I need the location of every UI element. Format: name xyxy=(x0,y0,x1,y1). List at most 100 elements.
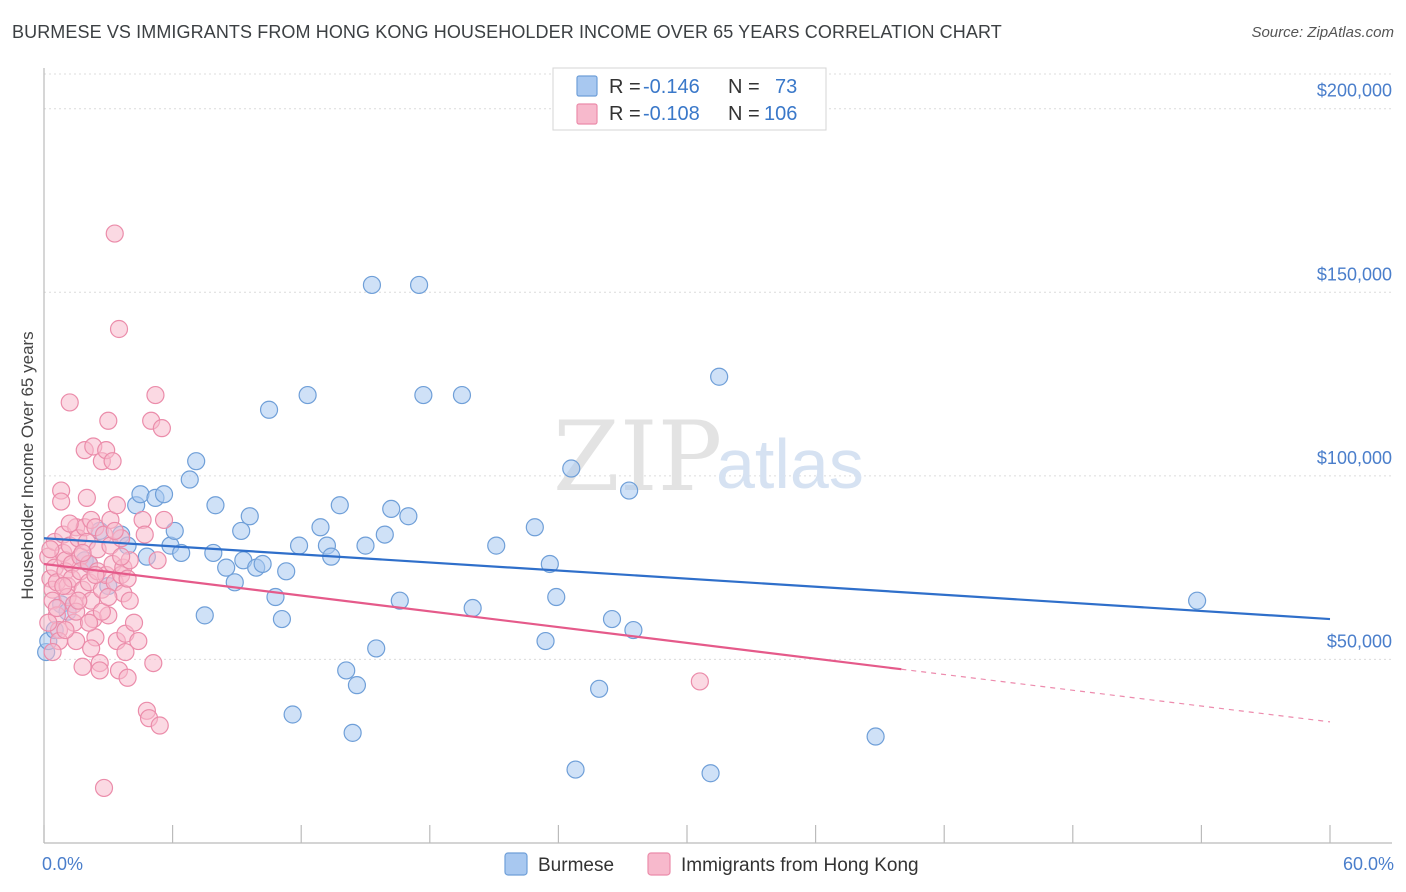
point-burmese xyxy=(624,620,643,640)
point-burmese xyxy=(272,609,292,629)
stats-box: R = -0.146 N = 73 R = -0.108 N = 106 xyxy=(552,67,827,131)
chart-source: Source: ZipAtlas.com xyxy=(1251,24,1394,41)
point-burmese xyxy=(525,518,544,537)
trend-line-burmese xyxy=(43,537,1331,621)
point-burmese xyxy=(367,639,386,658)
point-hk xyxy=(73,543,92,563)
stats-r-value-hk: -0.108 xyxy=(643,103,700,125)
x-tick-label-max: 60.0% xyxy=(1343,854,1394,874)
point-burmese xyxy=(590,679,609,698)
legend: Burmese Immigrants from Hong Kong xyxy=(504,852,919,876)
point-burmese xyxy=(710,367,729,386)
trend-line-extension-hk xyxy=(901,668,1331,723)
point-burmese xyxy=(240,507,259,526)
point-hk xyxy=(47,598,66,618)
point-burmese xyxy=(298,385,317,405)
trend-layer xyxy=(43,537,1331,723)
point-hk xyxy=(94,778,114,798)
point-burmese xyxy=(343,723,362,742)
point-hk xyxy=(112,547,131,566)
stats-box-frame xyxy=(552,67,827,131)
point-hk xyxy=(120,591,139,610)
x-tick-label-min: 0.0% xyxy=(42,854,83,874)
point-burmese xyxy=(356,536,375,555)
legend-label-hk: Immigrants from Hong Kong xyxy=(681,855,919,876)
point-burmese xyxy=(701,764,720,783)
legend-swatch-burmese xyxy=(504,852,528,876)
point-burmese xyxy=(409,275,429,295)
point-burmese xyxy=(375,525,394,544)
point-hk xyxy=(54,576,73,596)
stats-n-label-hk: N = xyxy=(728,103,760,125)
point-burmese xyxy=(547,587,566,607)
point-burmese xyxy=(362,275,382,295)
y-tick-label: $200,000 xyxy=(1317,81,1392,101)
watermark: ZIP atlas xyxy=(553,401,864,513)
point-burmese xyxy=(154,485,174,504)
point-hk xyxy=(77,488,96,507)
label-layer: $50,000 $100,000 $150,000 $200,000 0.0% 60.0%… xyxy=(18,81,1394,874)
point-burmese xyxy=(289,536,309,555)
stats-n-label-burmese: N = xyxy=(728,76,760,98)
point-hk xyxy=(56,620,75,640)
point-burmese xyxy=(172,543,191,563)
point-hk xyxy=(107,496,126,515)
point-burmese xyxy=(311,518,330,537)
legend-swatch-hk xyxy=(647,852,671,876)
axis-layer xyxy=(43,68,1392,844)
point-hk xyxy=(150,716,169,735)
point-hk xyxy=(79,613,99,632)
stats-n-value-burmese: 73 xyxy=(775,76,797,98)
point-burmese xyxy=(382,499,401,518)
point-hk xyxy=(60,393,79,412)
point-burmese xyxy=(330,496,349,515)
point-hk xyxy=(73,657,92,676)
point-burmese xyxy=(283,705,302,724)
point-hk xyxy=(146,385,165,405)
point-burmese xyxy=(452,385,472,405)
points-layer xyxy=(37,224,1207,798)
point-hk xyxy=(152,419,171,438)
point-burmese xyxy=(204,543,223,563)
stats-r-label-burmese: R = xyxy=(609,76,641,98)
point-burmese xyxy=(180,470,199,489)
stats-r-value-burmese: -0.146 xyxy=(643,76,700,98)
chart-title: BURMESE VS IMMIGRANTS FROM HONG KONG HOU… xyxy=(12,22,1002,42)
point-hk xyxy=(118,668,137,687)
point-burmese xyxy=(620,481,639,500)
stats-swatch-hk xyxy=(576,103,598,125)
y-axis-title: Householder Income Over 65 years xyxy=(18,331,37,599)
point-burmese xyxy=(347,676,367,695)
point-burmese xyxy=(277,562,296,581)
legend-label-burmese: Burmese xyxy=(538,855,614,876)
point-burmese xyxy=(253,554,272,574)
point-hk xyxy=(43,642,62,662)
point-hk xyxy=(109,319,129,339)
point-burmese xyxy=(866,727,885,746)
point-burmese xyxy=(1188,591,1207,610)
point-burmese xyxy=(337,661,356,680)
point-hk xyxy=(90,661,109,680)
point-burmese xyxy=(232,521,251,541)
point-burmese xyxy=(562,459,581,478)
point-hk xyxy=(103,452,122,471)
point-hk xyxy=(99,587,118,607)
point-burmese xyxy=(206,496,225,515)
point-burmese xyxy=(187,452,206,471)
point-burmese xyxy=(487,536,506,555)
grid-layer xyxy=(44,73,1392,660)
point-hk xyxy=(154,510,174,530)
point-burmese xyxy=(536,631,555,651)
y-tick-label: $100,000 xyxy=(1317,448,1392,468)
point-hk xyxy=(124,613,144,632)
point-burmese xyxy=(540,554,559,574)
stats-n-value-hk: 106 xyxy=(764,103,797,125)
point-burmese xyxy=(217,558,236,577)
point-hk xyxy=(67,631,86,651)
point-hk xyxy=(105,521,124,541)
stats-swatch-burmese xyxy=(576,75,598,97)
point-hk xyxy=(60,514,79,533)
point-burmese xyxy=(602,609,622,629)
point-hk xyxy=(82,639,101,658)
